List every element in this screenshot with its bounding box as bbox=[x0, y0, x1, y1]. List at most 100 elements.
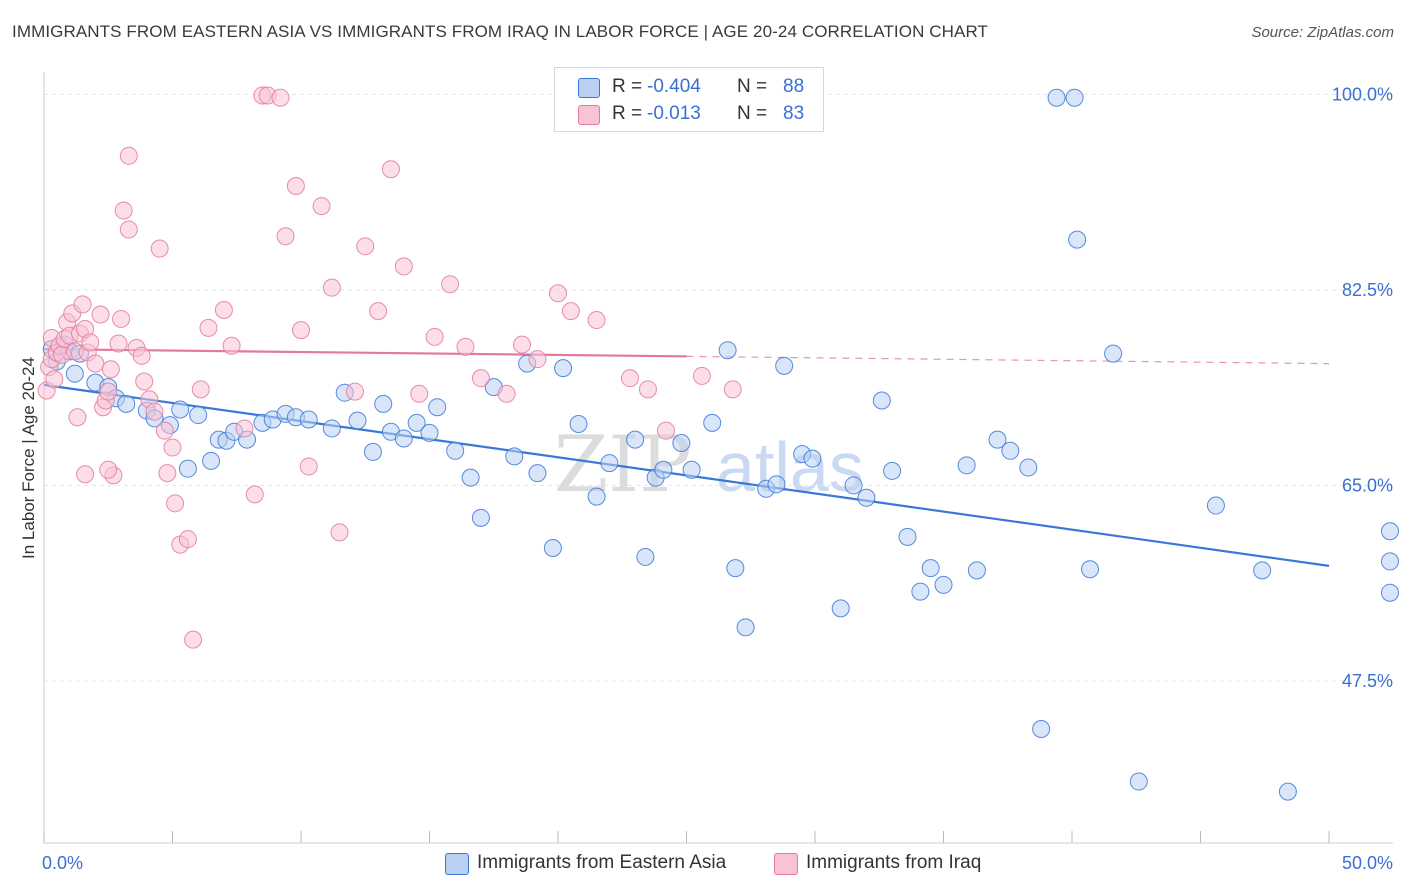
eastern-asia-point bbox=[1001, 441, 1020, 460]
series-name-iraq: Immigrants from Iraq bbox=[806, 852, 982, 873]
eastern-asia-point bbox=[898, 527, 917, 546]
eastern-asia-point bbox=[1381, 552, 1399, 571]
iraq-point bbox=[163, 438, 182, 457]
y-tick-label: 65.0% bbox=[1342, 475, 1393, 495]
stats-legend: R = -0.404 N = 88 R = -0.013 N = 83 bbox=[554, 67, 824, 132]
eastern-asia-point bbox=[967, 561, 986, 580]
eastern-asia-point bbox=[420, 423, 439, 442]
eastern-asia-point bbox=[911, 582, 930, 601]
eastern-asia-point bbox=[543, 539, 562, 558]
n-value: 88 bbox=[783, 76, 805, 97]
eastern-asia-point bbox=[1381, 522, 1399, 541]
iraq-point bbox=[166, 494, 185, 513]
eastern-asia-point bbox=[407, 413, 426, 432]
source-credit: Source: ZipAtlas.com bbox=[1251, 24, 1394, 41]
eastern-asia-point bbox=[767, 475, 786, 494]
eastern-asia-point bbox=[934, 575, 953, 594]
chart-title: IMMIGRANTS FROM EASTERN ASIA VS IMMIGRAN… bbox=[12, 22, 989, 41]
iraq-point bbox=[150, 239, 169, 258]
eastern-asia-point bbox=[569, 414, 588, 433]
iraq-point bbox=[471, 369, 490, 388]
r-value: -0.404 bbox=[647, 76, 701, 97]
y-tick-label: 82.5% bbox=[1342, 280, 1393, 300]
eastern-asia-point bbox=[1068, 230, 1087, 249]
iraq-point bbox=[276, 227, 295, 246]
iraq-point bbox=[656, 421, 675, 440]
eastern-asia-point bbox=[1104, 344, 1123, 363]
y-tick-label: 100.0% bbox=[1332, 84, 1393, 104]
iraq-point bbox=[145, 402, 164, 421]
tick-labels: 100.0% 82.5% 65.0% 47.5% 0.0% 50.0% In Labor F… bbox=[19, 84, 1393, 873]
y-tick-label: 47.5% bbox=[1342, 671, 1393, 691]
iraq-point bbox=[114, 201, 133, 220]
eastern-asia-point bbox=[726, 559, 745, 578]
series-swatch-iraq bbox=[774, 853, 798, 875]
x-tick-label: 50.0% bbox=[1342, 853, 1393, 873]
series-name-eastern-asia: Immigrants from Eastern Asia bbox=[477, 852, 727, 873]
eastern-asia-point bbox=[883, 461, 902, 480]
eastern-asia-point bbox=[957, 456, 976, 475]
eastern-asia-point bbox=[348, 411, 367, 430]
legend-swatch-iraq bbox=[578, 105, 600, 125]
eastern-asia-point bbox=[65, 364, 84, 383]
eastern-asia-point bbox=[654, 460, 673, 479]
eastern-asia-point bbox=[394, 429, 413, 448]
eastern-asia-point bbox=[428, 398, 447, 417]
eastern-asia-point bbox=[736, 618, 755, 637]
eastern-asia-point bbox=[1047, 88, 1066, 107]
y-axis-title: In Labor Force | Age 20-24 bbox=[19, 357, 38, 559]
iraq-point bbox=[271, 88, 290, 107]
eastern-asia-point bbox=[1381, 583, 1399, 602]
iraq-point bbox=[214, 301, 233, 320]
iraq-point bbox=[119, 220, 138, 239]
iraq-point bbox=[101, 360, 120, 379]
eastern-asia-point bbox=[672, 433, 691, 452]
iraq-point bbox=[620, 369, 639, 388]
iraq-point bbox=[245, 485, 264, 504]
eastern-asia-point bbox=[202, 451, 221, 470]
iraq-point bbox=[513, 335, 532, 354]
iraq-point bbox=[109, 334, 128, 353]
iraq-point bbox=[119, 146, 138, 165]
legend-swatch-eastern-asia bbox=[578, 78, 600, 98]
iraq-point bbox=[638, 380, 657, 399]
eastern-asia-point bbox=[857, 488, 876, 507]
iraq-point bbox=[235, 419, 254, 438]
iraq-point bbox=[587, 311, 606, 330]
eastern-asia-point bbox=[505, 447, 524, 466]
iraq-point bbox=[286, 176, 305, 195]
iraq-point bbox=[456, 337, 475, 356]
eastern-asia-point bbox=[446, 441, 465, 460]
iraq-trend-line-extension bbox=[686, 355, 1330, 365]
eastern-asia-point bbox=[461, 468, 480, 487]
series-swatch-eastern-asia bbox=[445, 853, 469, 875]
iraq-point bbox=[158, 464, 177, 483]
eastern-asia-point bbox=[1080, 560, 1099, 579]
iraq-point bbox=[199, 318, 218, 337]
axes bbox=[43, 72, 1393, 844]
eastern-asia-point bbox=[718, 341, 737, 360]
eastern-asia-point bbox=[171, 400, 190, 419]
eastern-asia-point bbox=[189, 406, 208, 425]
iraq-point bbox=[132, 346, 151, 365]
eastern-asia-point bbox=[471, 508, 490, 527]
eastern-asia-point bbox=[703, 413, 722, 432]
iraq-point bbox=[155, 421, 174, 440]
eastern-asia-point bbox=[587, 487, 606, 506]
eastern-asia-point bbox=[921, 559, 940, 578]
iraq-point bbox=[191, 380, 210, 399]
iraq-point bbox=[381, 160, 400, 179]
iraq-point bbox=[112, 309, 131, 328]
eastern-asia-point bbox=[988, 430, 1007, 449]
eastern-asia-point bbox=[1129, 772, 1148, 791]
iraq-point bbox=[692, 366, 711, 385]
iraq-point bbox=[81, 333, 100, 352]
n-value: 83 bbox=[783, 103, 805, 124]
eastern-asia-point bbox=[775, 356, 794, 375]
eastern-asia-point bbox=[299, 410, 318, 429]
iraq-point bbox=[99, 382, 118, 401]
iraq-point bbox=[222, 336, 241, 355]
iraq-point bbox=[73, 295, 92, 314]
eastern-asia-point bbox=[844, 476, 863, 495]
